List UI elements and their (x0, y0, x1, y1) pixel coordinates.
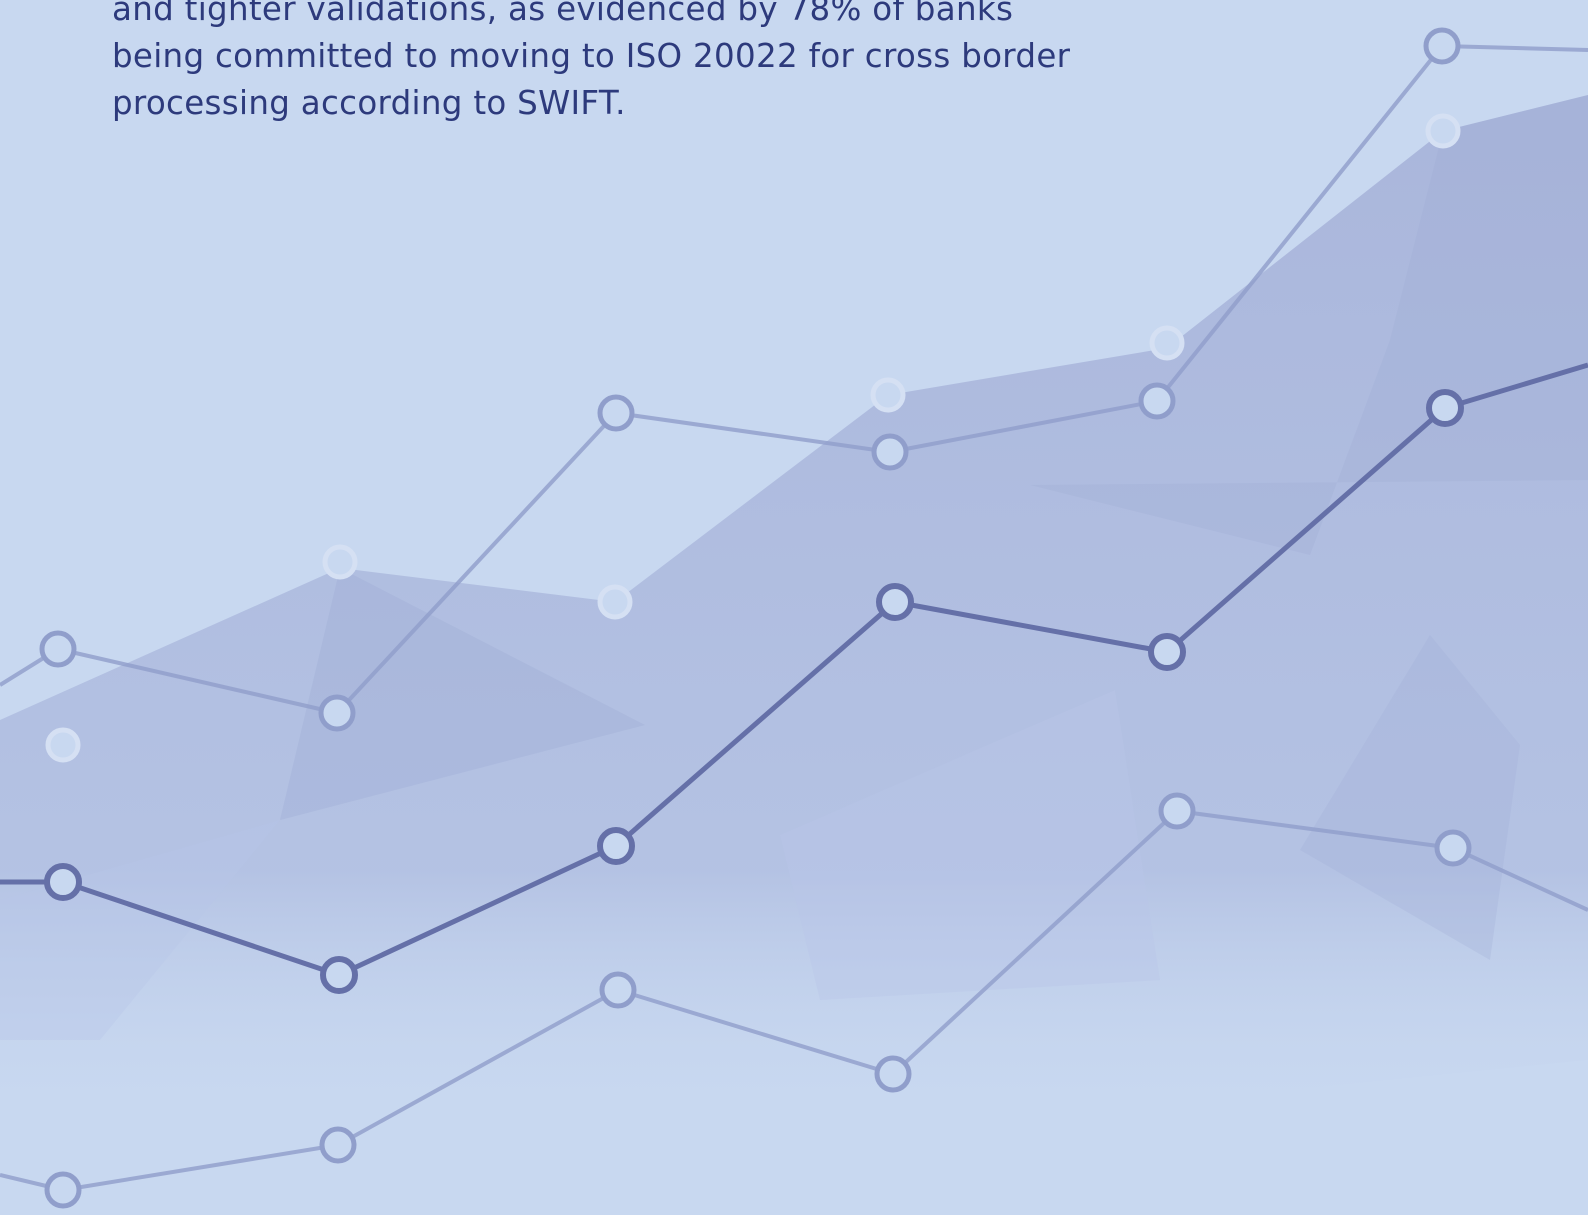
node (874, 436, 906, 468)
faint-node (48, 730, 78, 760)
node (1437, 832, 1469, 864)
background-graphic (0, 0, 1588, 1215)
node (42, 633, 74, 665)
node (600, 397, 632, 429)
faint-node (873, 380, 903, 410)
faint-node (325, 547, 355, 577)
faint-node (600, 587, 630, 617)
node (47, 1174, 79, 1206)
node (322, 1129, 354, 1161)
page: and tighter validations, as evidenced by… (0, 0, 1588, 1215)
node (1426, 30, 1458, 62)
node (1141, 385, 1173, 417)
node (879, 586, 911, 618)
node (1161, 795, 1193, 827)
mountain-shape (0, 95, 1588, 1130)
text-line: processing according to SWIFT. (112, 80, 1070, 127)
node (602, 974, 634, 1006)
node (877, 1058, 909, 1090)
node (1151, 636, 1183, 668)
faint-node (1428, 116, 1458, 146)
text-line: and tighter validations, as evidenced by… (112, 0, 1070, 33)
node (1429, 392, 1461, 424)
node (321, 697, 353, 729)
text-line: being committed to moving to ISO 20022 f… (112, 33, 1070, 80)
node (323, 959, 355, 991)
node (47, 866, 79, 898)
paragraph: and tighter validations, as evidenced by… (112, 0, 1070, 127)
node (600, 830, 632, 862)
faint-node (1152, 328, 1182, 358)
